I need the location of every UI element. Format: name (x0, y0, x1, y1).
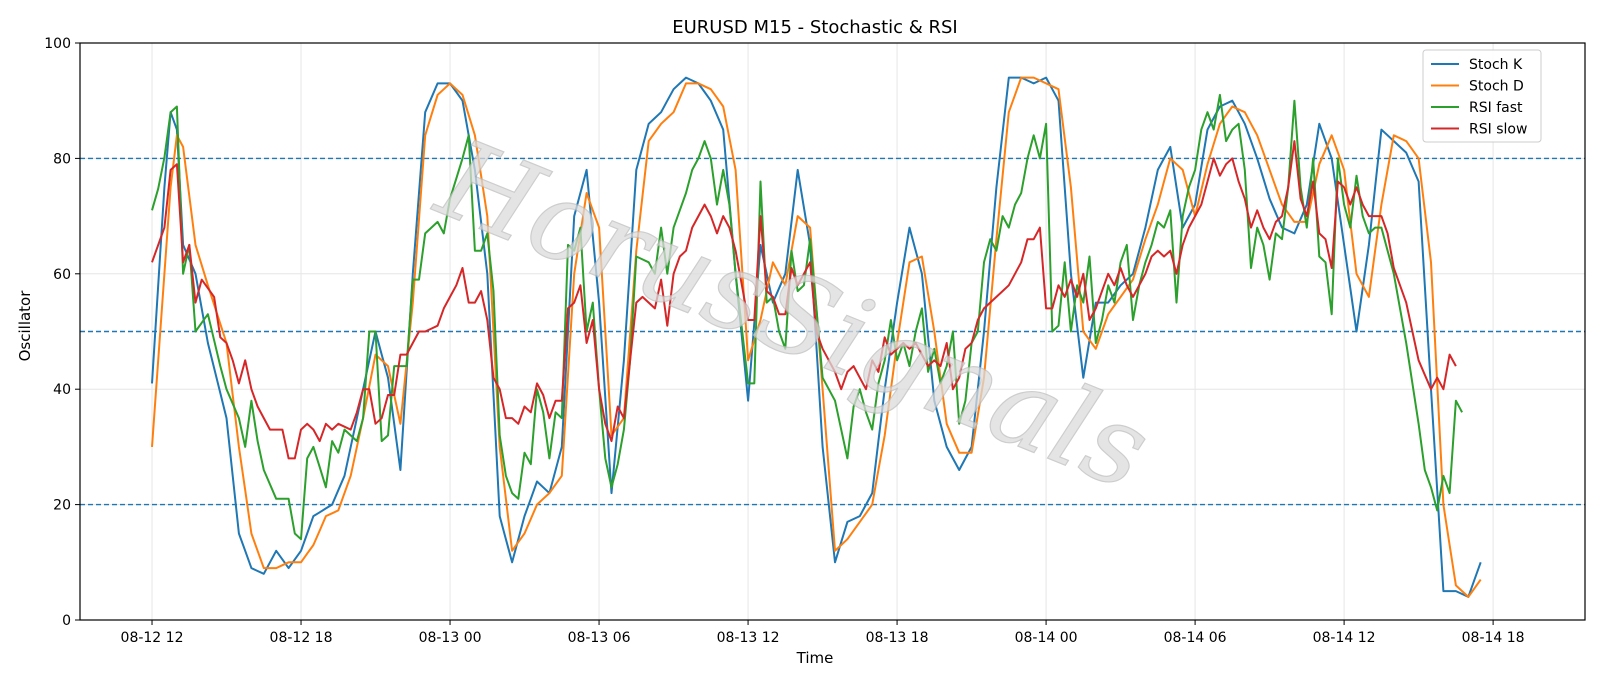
tick-layer: 08-12 12 08-12 18 08-13 00 08-13 06 08-13 12… (44, 36, 1524, 646)
y-tick-label: 20 (53, 498, 71, 514)
legend-label: Stoch D (1469, 79, 1524, 95)
x-tick-label: 08-13 18 (866, 630, 929, 646)
series-layer (151, 76, 1482, 598)
x-axis-title: Time (796, 649, 834, 667)
y-tick-label: 60 (53, 267, 71, 283)
x-tick-label: 08-14 12 (1313, 630, 1376, 646)
series-line-rsi-slow (151, 140, 1457, 460)
x-tick-label: 08-14 06 (1164, 630, 1227, 646)
y-tick-label: 40 (53, 382, 71, 398)
legend-label: RSI slow (1469, 122, 1527, 138)
x-tick-label: 08-12 18 (270, 630, 333, 646)
legend-label: Stoch K (1469, 57, 1523, 73)
x-tick-label: 08-13 12 (717, 630, 780, 646)
x-tick-label: 08-12 12 (121, 630, 184, 646)
x-tick-label: 08-14 00 (1015, 630, 1078, 646)
x-tick-label: 08-13 06 (568, 630, 631, 646)
x-tick-label: 08-13 00 (419, 630, 482, 646)
x-tick-label: 08-14 18 (1462, 630, 1525, 646)
y-tick-label: 0 (62, 613, 71, 629)
chart-title: EURUSD M15 - Stochastic & RSI (672, 17, 958, 38)
y-tick-label: 80 (53, 151, 71, 167)
legend-label: RSI fast (1469, 100, 1523, 116)
plot-frame (79, 42, 1586, 621)
legend-box (1422, 49, 1542, 143)
series-line-stoch-k (151, 76, 1482, 598)
y-axis-title: Oscillator (16, 290, 34, 362)
y-tick-label: 100 (44, 36, 71, 52)
legend: Stoch K Stoch D RSI fast RSI slow (1422, 49, 1542, 143)
series-line-rsi-fast (151, 93, 1463, 541)
